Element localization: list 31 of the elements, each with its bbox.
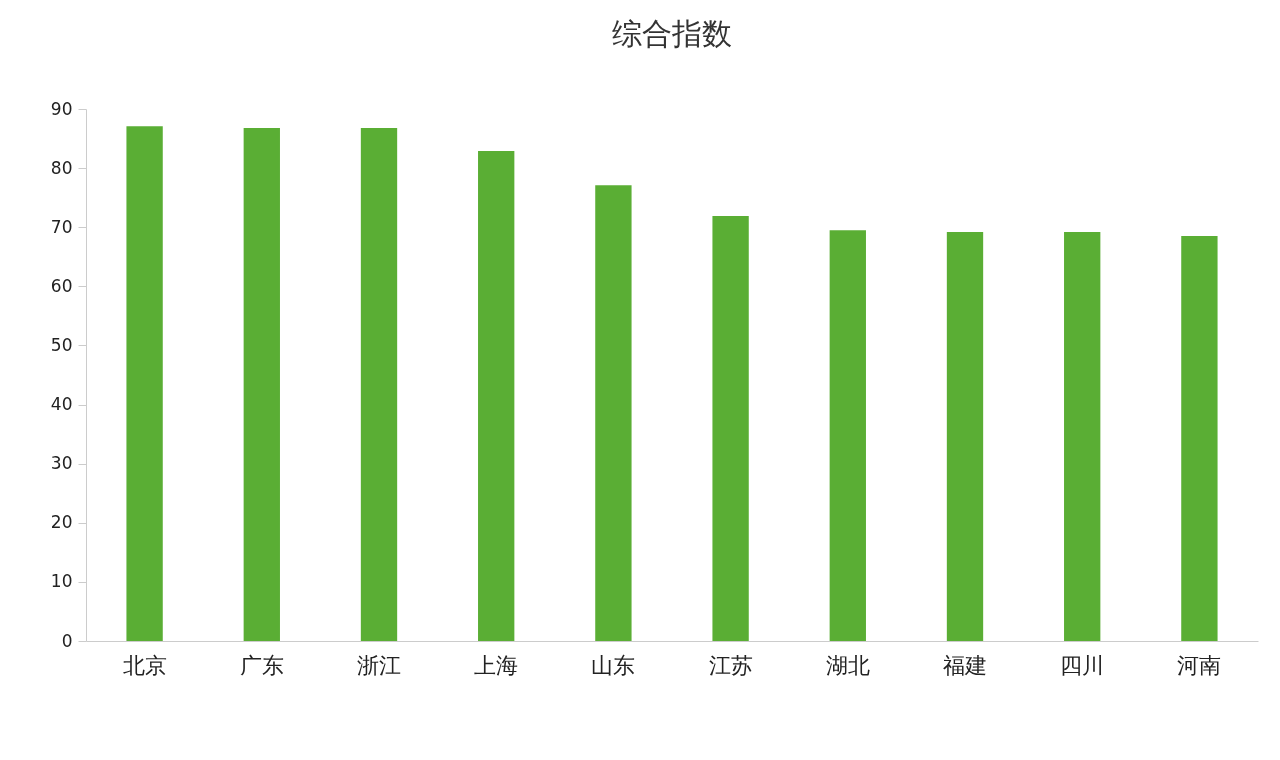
x-tick-label: 北京 xyxy=(122,652,167,678)
x-tick-label: 山东 xyxy=(591,652,636,678)
x-tick-label: 四川 xyxy=(1060,652,1105,678)
bar xyxy=(478,150,515,641)
y-tick-label: 40 xyxy=(50,394,73,415)
bar xyxy=(829,230,866,641)
bar xyxy=(126,126,163,641)
y-tick-label: 90 xyxy=(50,98,73,119)
bar xyxy=(243,127,280,641)
chart-title: 综合指数 xyxy=(612,16,732,51)
x-tick-label: 江苏 xyxy=(708,652,753,678)
x-tick-label: 上海 xyxy=(474,652,519,678)
x-tick-label: 湖北 xyxy=(825,652,870,678)
y-tick-label: 0 xyxy=(61,630,73,651)
x-tick-label: 福建 xyxy=(943,652,987,678)
y-tick-label: 80 xyxy=(50,157,73,178)
bar xyxy=(946,231,984,641)
y-tick-label: 30 xyxy=(50,453,73,474)
bar xyxy=(1181,236,1218,641)
x-tick-label: 广东 xyxy=(239,652,284,678)
x-tick-label: 浙江 xyxy=(357,652,401,678)
bar xyxy=(360,127,398,641)
y-tick-label: 20 xyxy=(50,512,73,533)
bar xyxy=(595,185,632,641)
bar xyxy=(1064,231,1101,641)
y-tick-label: 60 xyxy=(50,275,73,296)
bar xyxy=(712,215,749,641)
y-tick-label: 50 xyxy=(50,334,73,355)
y-tick-label: 70 xyxy=(50,216,73,237)
x-tick-label: 河南 xyxy=(1177,652,1222,678)
y-tick-label: 10 xyxy=(50,571,73,592)
